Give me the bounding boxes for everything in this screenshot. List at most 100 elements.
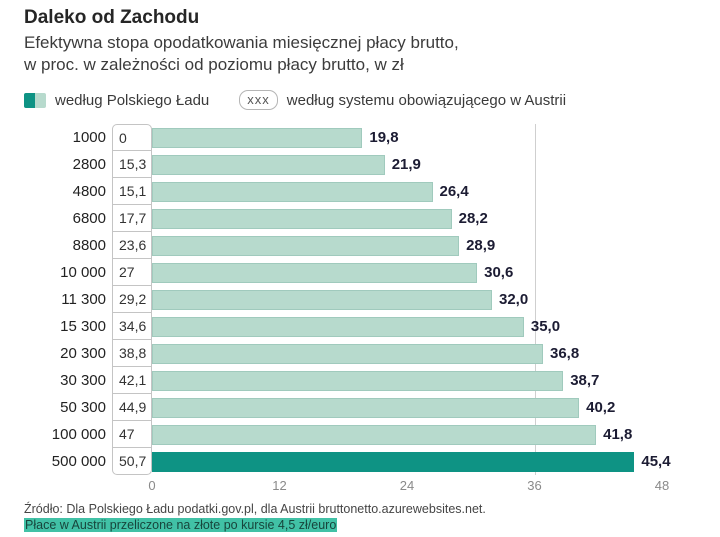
bar-track: 36,8 xyxy=(152,343,662,364)
gridline-layer xyxy=(152,124,662,475)
bar-value-label: 32,0 xyxy=(499,291,529,308)
source-note: Źródło: Dla Polskiego Ładu podatki.gov.p… xyxy=(24,501,662,533)
salary-category-label: 100 000 xyxy=(51,426,106,443)
source-highlighted-text: Płace w Austrii przeliczone na złote po … xyxy=(24,518,338,532)
legend-item-polski-lad: według Polskiego Ładu xyxy=(24,92,209,109)
bar-value-label: 41,8 xyxy=(603,426,633,443)
legend-austria-label: według systemu obowiązującego w Austrii xyxy=(286,91,567,109)
bar-track: 41,8 xyxy=(152,424,662,445)
chart-subtitle-line2: w proc. w zależności od poziomu płacy br… xyxy=(24,55,404,74)
austria-value-box: 0 xyxy=(112,124,152,151)
bar-track: 32,0 xyxy=(152,289,662,310)
salary-category-label: 50 300 xyxy=(60,399,106,416)
bar-value-label: 40,2 xyxy=(586,399,616,416)
chart-row: 6800 17,7 28,2 xyxy=(24,205,662,232)
chart-title: Daleko od Zachodu xyxy=(24,7,200,28)
chart-subtitle: Efektywna stopa opodatkowania miesięczne… xyxy=(24,32,662,76)
x-axis-tick: 24 xyxy=(399,478,415,493)
chart-row: 50 300 44,9 40,2 xyxy=(24,394,662,421)
austria-value-box: 50,7 xyxy=(112,448,152,475)
bar-track: 40,2 xyxy=(152,397,662,418)
x-axis-tick: 0 xyxy=(148,478,156,493)
legend-polski-lad-label: według Polskiego Ładu xyxy=(55,91,210,109)
austria-value-box: 15,3 xyxy=(112,151,152,178)
bar-value-label: 21,9 xyxy=(391,156,421,173)
legend: według Polskiego Ładu xxx według systemu… xyxy=(24,89,662,111)
bar-value-label: 38,7 xyxy=(570,372,600,389)
bar-value-label: 45,4 xyxy=(641,453,671,470)
bar-track: 28,2 xyxy=(152,208,662,229)
bar-chart: 1000 0 19,8 2800 15,3 21,9 4800 15,1 26,… xyxy=(24,124,671,493)
x-axis-tick: 36 xyxy=(527,478,542,493)
polski-lad-bar xyxy=(152,154,385,175)
chart-row: 100 000 47 41,8 xyxy=(24,421,662,448)
polski-lad-bar xyxy=(152,343,543,364)
austria-value-box: 29,2 xyxy=(112,286,152,313)
polski-lad-bar xyxy=(152,127,363,148)
bar-swatch-icon xyxy=(24,92,46,108)
austria-value-box: 15,1 xyxy=(112,178,152,205)
x-axis-tick: 12 xyxy=(272,478,287,493)
chart-rows: 1000 0 19,8 2800 15,3 21,9 4800 15,1 26,… xyxy=(24,124,671,475)
chart-row: 30 300 42,1 38,7 xyxy=(24,367,662,394)
source-line1: Źródło: Dla Polskiego Ładu podatki.gov.p… xyxy=(24,502,486,516)
salary-category-label: 15 300 xyxy=(60,318,106,335)
bar-value-label: 28,9 xyxy=(466,237,496,254)
chart-row: 20 300 38,8 36,8 xyxy=(24,340,662,367)
polski-lad-bar xyxy=(152,235,460,256)
salary-category-label: 2800 xyxy=(72,156,106,173)
bar-value-label: 19,8 xyxy=(369,129,399,146)
austria-value-box: 17,7 xyxy=(112,205,152,232)
bar-track: 28,9 xyxy=(152,235,662,256)
chart-row: 4800 15,1 26,4 xyxy=(24,178,662,205)
polski-lad-bar xyxy=(152,181,433,202)
source-line2: Płace w Austrii przeliczone na złote po … xyxy=(24,517,662,533)
bar-track: 21,9 xyxy=(152,154,662,175)
polski-lad-bar xyxy=(152,370,564,391)
austria-value-box: 34,6 xyxy=(112,313,152,340)
austria-value-box: 38,8 xyxy=(112,340,152,367)
value-box-icon: xxx xyxy=(239,90,278,110)
bar-track: 38,7 xyxy=(152,370,662,391)
polski-lad-bar xyxy=(152,397,580,418)
polski-lad-bar xyxy=(152,262,478,283)
salary-category-label: 11 300 xyxy=(61,291,106,308)
polski-lad-bar xyxy=(152,208,452,229)
chart-row: 10 000 27 30,6 xyxy=(24,259,662,286)
austria-value-box: 47 xyxy=(112,421,152,448)
salary-category-label: 6800 xyxy=(72,210,106,227)
salary-category-label: 30 300 xyxy=(60,372,106,389)
bar-track: 35,0 xyxy=(152,316,662,337)
bar-value-label: 28,2 xyxy=(458,210,488,227)
austria-value-box: 42,1 xyxy=(112,367,152,394)
bar-value-label: 36,8 xyxy=(550,345,580,362)
bar-value-label: 30,6 xyxy=(484,264,514,281)
austria-value-box: 44,9 xyxy=(112,394,152,421)
gridline xyxy=(534,124,536,475)
bar-track: 26,4 xyxy=(152,181,662,202)
polski-lad-bar xyxy=(152,424,597,445)
austria-value-box: 27 xyxy=(112,259,152,286)
chart-row: 1000 0 19,8 xyxy=(24,124,662,151)
salary-category-label: 8800 xyxy=(72,237,106,254)
chart-row: 8800 23,6 28,9 xyxy=(24,232,662,259)
austria-value-box: 23,6 xyxy=(112,232,152,259)
bar-track: 19,8 xyxy=(152,127,662,148)
polski-lad-bar xyxy=(152,289,492,310)
salary-category-label: 4800 xyxy=(72,183,106,200)
bar-value-label: 26,4 xyxy=(439,183,469,200)
polski-lad-bar xyxy=(152,451,635,472)
legend-item-austria: xxx według systemu obowiązującego w Aust… xyxy=(239,90,566,110)
chart-row: 11 300 29,2 32,0 xyxy=(24,286,662,313)
chart-row: 2800 15,3 21,9 xyxy=(24,151,662,178)
bar-value-label: 35,0 xyxy=(530,318,561,335)
x-axis-tick: 48 xyxy=(654,478,670,493)
chart-row: 500 000 50,7 45,4 xyxy=(24,448,671,475)
bar-track: 45,4 xyxy=(152,451,671,472)
chart-subtitle-line1: Efektywna stopa opodatkowania miesięczne… xyxy=(24,33,459,52)
salary-category-label: 1000 xyxy=(72,129,106,146)
chart-row: 15 300 34,6 35,0 xyxy=(24,313,662,340)
salary-category-label: 20 300 xyxy=(60,345,106,362)
x-axis: 0 12 24 36 48 xyxy=(148,475,669,493)
